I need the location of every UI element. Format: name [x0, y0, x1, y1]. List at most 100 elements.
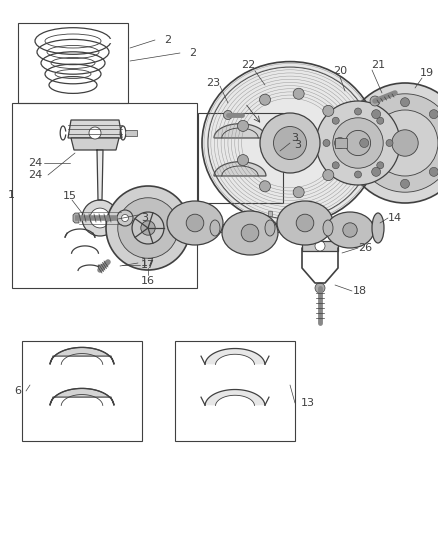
Bar	[12, 103, 197, 288]
Circle shape	[354, 108, 361, 115]
Circle shape	[335, 138, 346, 149]
Text: 15: 15	[63, 191, 77, 201]
Polygon shape	[155, 224, 370, 232]
Text: 18: 18	[353, 286, 367, 296]
Circle shape	[259, 181, 271, 192]
Circle shape	[132, 212, 164, 244]
Text: 17: 17	[141, 260, 155, 270]
Text: 24: 24	[28, 158, 42, 168]
Circle shape	[370, 96, 380, 106]
Text: 1: 1	[8, 190, 15, 200]
Text: 23: 23	[206, 78, 220, 88]
Polygon shape	[68, 120, 122, 138]
Circle shape	[241, 224, 259, 242]
Text: 20: 20	[333, 66, 347, 76]
Polygon shape	[302, 241, 338, 251]
Bar	[198, 113, 283, 203]
Ellipse shape	[372, 213, 384, 243]
Circle shape	[400, 98, 410, 107]
Ellipse shape	[210, 220, 220, 236]
Circle shape	[392, 130, 418, 156]
Bar	[18, 23, 128, 103]
Text: 3: 3	[292, 133, 299, 143]
Circle shape	[323, 169, 334, 181]
Circle shape	[400, 179, 410, 188]
Bar	[268, 211, 272, 216]
Ellipse shape	[326, 212, 374, 248]
Circle shape	[82, 200, 118, 236]
Ellipse shape	[277, 201, 333, 245]
Circle shape	[117, 210, 133, 226]
Ellipse shape	[167, 201, 223, 245]
Polygon shape	[71, 138, 119, 150]
Polygon shape	[145, 223, 155, 233]
Circle shape	[429, 167, 438, 176]
Circle shape	[372, 110, 381, 119]
Circle shape	[106, 186, 190, 270]
Circle shape	[332, 117, 339, 124]
Circle shape	[377, 162, 384, 169]
Text: 24: 24	[28, 170, 42, 180]
Circle shape	[354, 171, 361, 178]
Circle shape	[293, 187, 304, 198]
Text: 16: 16	[141, 276, 155, 286]
Text: 21: 21	[371, 60, 385, 70]
Circle shape	[296, 214, 314, 232]
Circle shape	[346, 131, 371, 156]
Circle shape	[118, 198, 178, 259]
Circle shape	[315, 241, 325, 251]
Circle shape	[333, 118, 383, 168]
Text: 2: 2	[190, 48, 197, 58]
Ellipse shape	[323, 220, 333, 236]
Circle shape	[141, 221, 155, 235]
Text: 3: 3	[294, 140, 301, 150]
Polygon shape	[97, 150, 103, 200]
Circle shape	[372, 110, 438, 176]
Polygon shape	[98, 265, 104, 270]
Text: 26: 26	[358, 243, 372, 253]
Circle shape	[260, 113, 320, 173]
Polygon shape	[73, 213, 79, 223]
Text: 22: 22	[241, 60, 255, 70]
Circle shape	[315, 283, 325, 293]
Circle shape	[237, 120, 248, 132]
Circle shape	[386, 140, 393, 147]
Polygon shape	[214, 124, 266, 138]
Circle shape	[360, 139, 369, 148]
Circle shape	[237, 155, 248, 166]
Text: 14: 14	[388, 213, 402, 223]
Ellipse shape	[222, 211, 278, 255]
Circle shape	[323, 106, 334, 116]
Circle shape	[377, 117, 384, 124]
Polygon shape	[133, 225, 145, 231]
Polygon shape	[50, 389, 114, 405]
Circle shape	[89, 127, 101, 139]
Circle shape	[121, 214, 128, 222]
Polygon shape	[205, 349, 265, 365]
Text: 19: 19	[420, 68, 434, 78]
Circle shape	[90, 208, 110, 228]
Circle shape	[323, 140, 330, 147]
Circle shape	[429, 110, 438, 119]
Text: 13: 13	[301, 398, 315, 408]
Circle shape	[293, 88, 304, 99]
Circle shape	[316, 101, 400, 185]
Bar	[22, 341, 142, 441]
Ellipse shape	[265, 220, 275, 236]
Bar	[175, 341, 295, 441]
Bar	[268, 235, 272, 240]
Circle shape	[356, 94, 438, 192]
Circle shape	[345, 83, 438, 203]
Circle shape	[186, 214, 204, 232]
Polygon shape	[125, 130, 137, 136]
Text: 2: 2	[164, 35, 172, 45]
Circle shape	[372, 167, 381, 176]
Ellipse shape	[202, 62, 378, 224]
Polygon shape	[205, 390, 265, 406]
Text: 3: 3	[141, 213, 148, 223]
Circle shape	[259, 94, 271, 105]
Circle shape	[343, 223, 357, 237]
Text: 17: 17	[141, 258, 155, 268]
Text: 6: 6	[14, 386, 21, 396]
Bar	[335, 138, 347, 148]
